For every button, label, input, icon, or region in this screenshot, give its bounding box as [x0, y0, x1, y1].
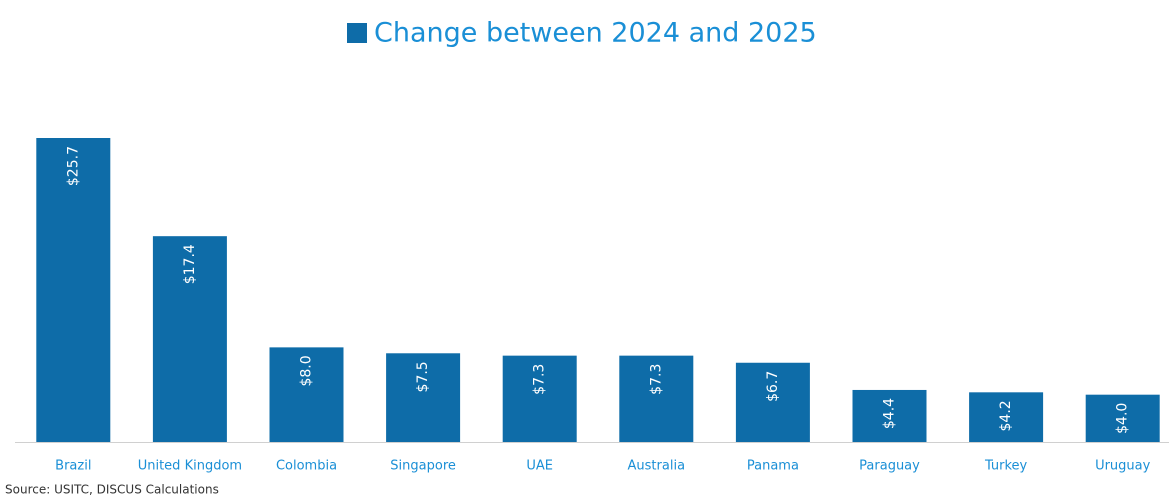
x-tick-label: Australia — [628, 459, 686, 474]
bar — [386, 353, 461, 442]
bar — [735, 362, 810, 442]
x-tick-label: United Kingdom — [138, 459, 242, 474]
value-label: $25.7 — [65, 146, 81, 186]
value-label: $7.5 — [415, 361, 431, 392]
x-tick-label: Paraguay — [859, 459, 920, 474]
bar — [852, 389, 927, 442]
bar — [502, 355, 577, 442]
value-label: $4.4 — [882, 398, 898, 429]
x-tick-label: Turkey — [984, 459, 1028, 474]
value-label: $7.3 — [648, 364, 664, 395]
bar — [619, 355, 694, 442]
x-tick-label: Brazil — [55, 459, 91, 474]
bar — [269, 347, 344, 442]
bar — [1085, 394, 1160, 442]
x-tick-label: UAE — [526, 459, 553, 474]
x-tick-label: Colombia — [276, 459, 337, 474]
value-label: $4.2 — [998, 400, 1014, 431]
bar — [969, 392, 1044, 442]
value-label: $7.3 — [532, 364, 548, 395]
x-tick-label: Uruguay — [1095, 459, 1151, 474]
legend-swatch — [347, 23, 367, 43]
x-tick-label: Singapore — [390, 459, 456, 474]
source: Source: USITC, DISCUS Calculations — [5, 483, 219, 497]
value-label: $8.0 — [299, 355, 315, 386]
value-label: $17.4 — [182, 244, 198, 284]
legend-label: Change between 2024 and 2025 — [374, 18, 817, 49]
value-label: $6.7 — [765, 371, 781, 402]
value-label: $4.0 — [1115, 403, 1131, 434]
x-tick-label: Panama — [747, 459, 799, 474]
bar — [36, 138, 111, 442]
bar — [152, 236, 227, 442]
